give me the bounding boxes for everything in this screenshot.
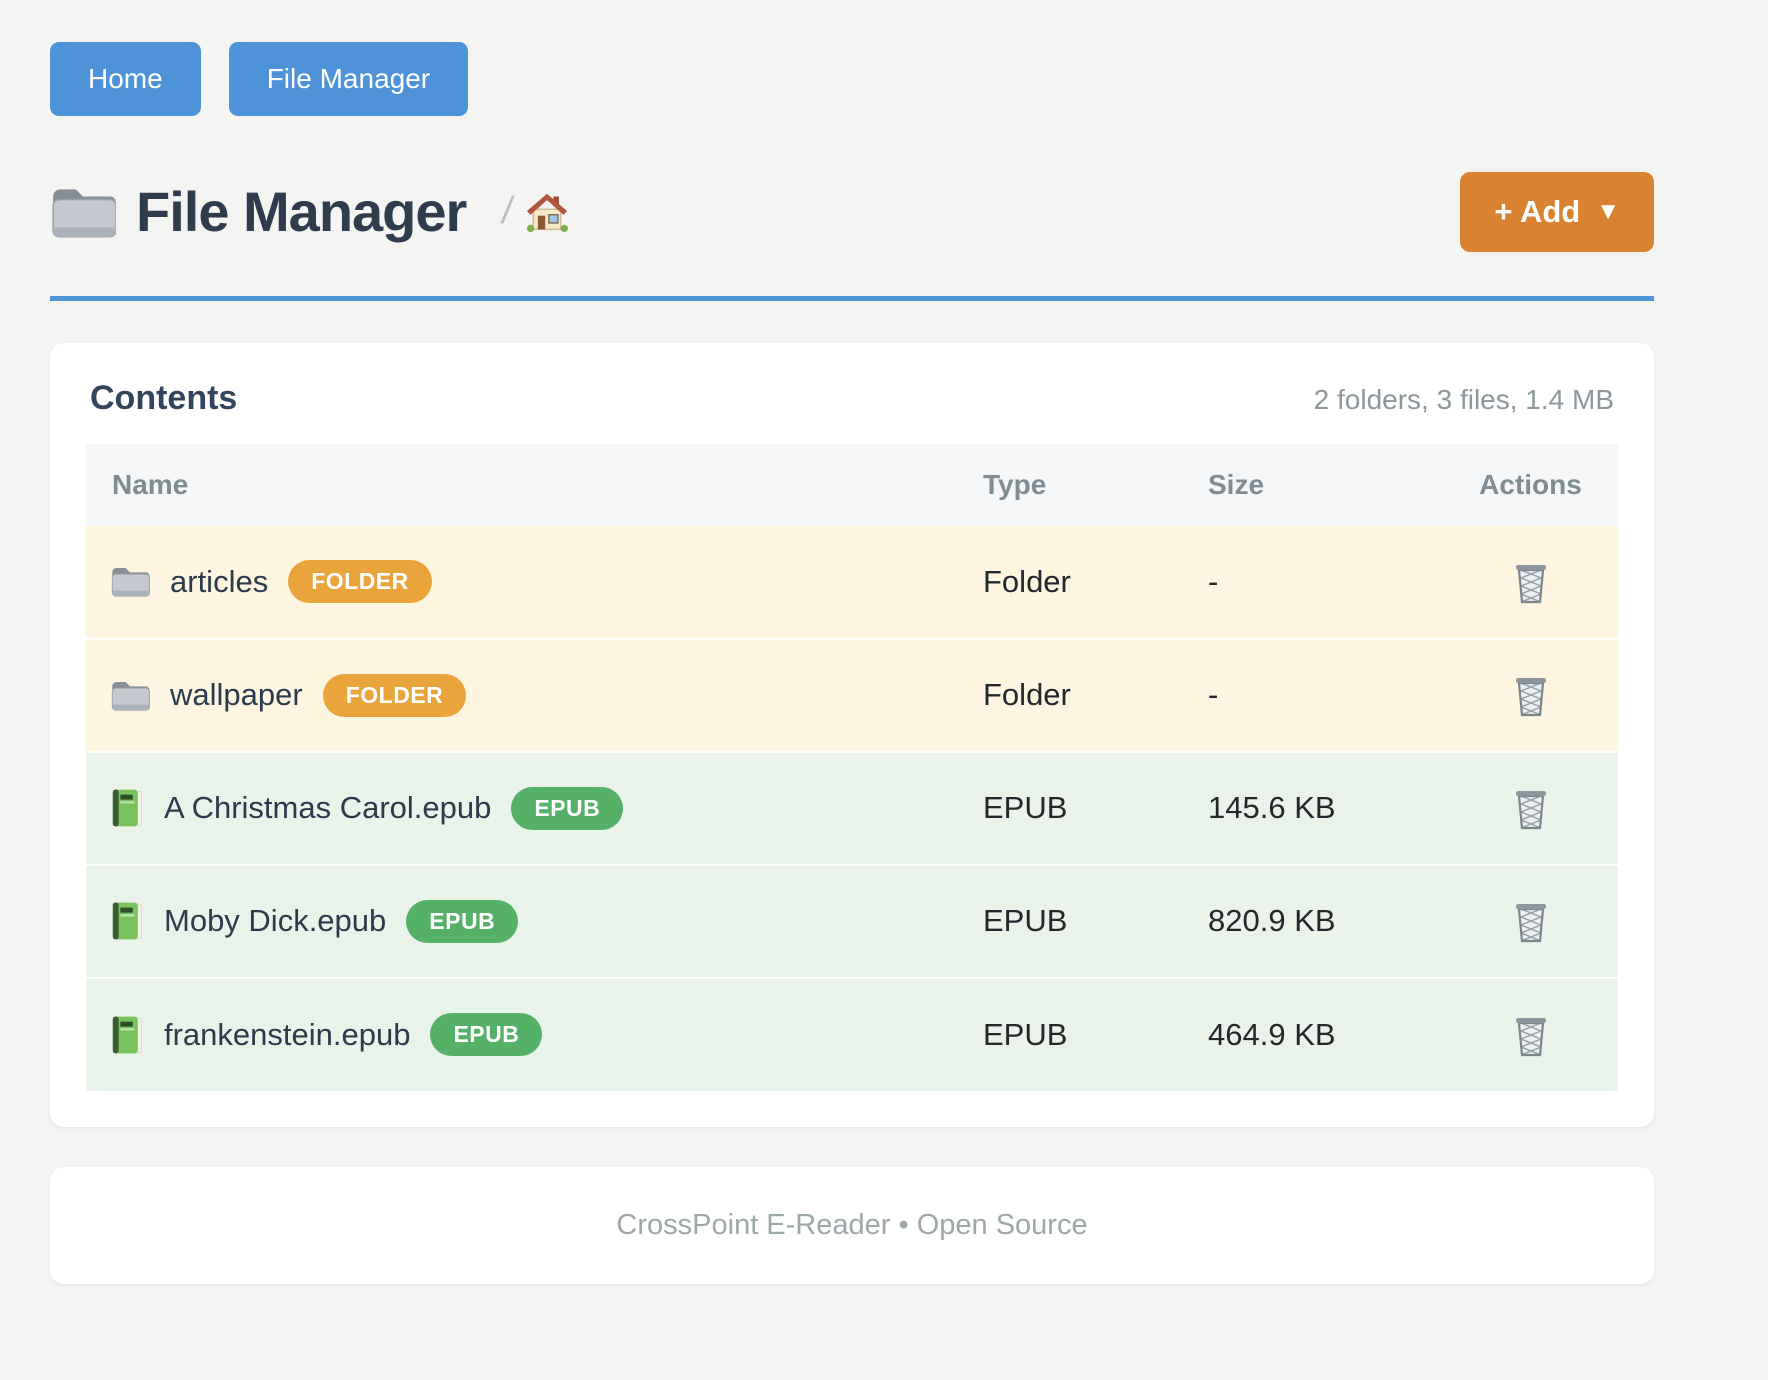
card-heading: Contents	[90, 378, 238, 417]
file-size: 820.9 KB	[1208, 863, 1443, 978]
nav-home-button[interactable]: Home	[50, 42, 201, 116]
type-badge: EPUB	[511, 786, 624, 830]
file-type: Folder	[983, 525, 1208, 639]
title-divider	[50, 295, 1654, 301]
file-name[interactable]: Moby Dick.epub	[164, 903, 387, 939]
delete-button[interactable]	[1511, 673, 1551, 717]
page-title: File Manager	[136, 180, 467, 244]
trash-icon	[1511, 1013, 1551, 1057]
breadcrumb-separator: /	[499, 190, 516, 233]
type-badge: FOLDER	[288, 560, 432, 604]
delete-button[interactable]	[1511, 899, 1551, 943]
table-header-row: Name Type Size Actions	[86, 443, 1618, 526]
table-row[interactable]: wallpaper FOLDER Folder -	[86, 637, 1618, 752]
file-name[interactable]: A Christmas Carol.epub	[164, 790, 492, 826]
add-button-label: + Add	[1494, 193, 1581, 229]
folder-icon	[50, 184, 116, 240]
book-icon	[110, 901, 144, 941]
card-header: Contents 2 folders, 3 files, 1.4 MB	[86, 379, 1618, 444]
breadcrumb-nav: Home File Manager	[50, 42, 1654, 116]
file-type: EPUB	[983, 863, 1208, 978]
file-type: EPUB	[983, 976, 1208, 1091]
column-header-size: Size	[1208, 443, 1443, 526]
home-icon[interactable]	[525, 191, 569, 233]
file-name[interactable]: articles	[170, 563, 269, 599]
book-icon	[110, 788, 144, 828]
contents-card: Contents 2 folders, 3 files, 1.4 MB Name…	[50, 342, 1654, 1127]
delete-button[interactable]	[1511, 1013, 1551, 1057]
file-size: -	[1208, 525, 1443, 639]
column-header-actions: Actions	[1443, 443, 1618, 526]
file-table: Name Type Size Actions articles FOLDER F…	[86, 443, 1618, 1091]
file-name[interactable]: wallpaper	[170, 677, 303, 713]
table-row[interactable]: articles FOLDER Folder -	[86, 525, 1618, 639]
add-button[interactable]: + Add ▼	[1460, 171, 1654, 252]
trash-icon	[1511, 786, 1551, 830]
trash-icon	[1511, 673, 1551, 717]
trash-icon	[1511, 560, 1551, 604]
delete-button[interactable]	[1511, 786, 1551, 830]
table-row[interactable]: Moby Dick.epub EPUB EPUB 820.9 KB	[86, 863, 1618, 978]
book-icon	[110, 1015, 144, 1055]
file-size: 145.6 KB	[1208, 750, 1443, 865]
trash-icon	[1511, 899, 1551, 943]
column-header-type: Type	[983, 443, 1208, 526]
type-badge: FOLDER	[322, 673, 467, 717]
type-badge: EPUB	[430, 1013, 543, 1057]
file-size: -	[1208, 637, 1443, 752]
table-row[interactable]: A Christmas Carol.epub EPUB EPUB 145.6 K…	[86, 750, 1618, 865]
page-header: File Manager / + Add ▼	[50, 171, 1654, 252]
footer-text: CrossPoint E-Reader • Open Source	[616, 1208, 1088, 1241]
title-wrap: File Manager /	[50, 179, 569, 244]
footer: CrossPoint E-Reader • Open Source	[50, 1166, 1654, 1284]
nav-file-manager-button[interactable]: File Manager	[228, 42, 469, 116]
table-row[interactable]: frankenstein.epub EPUB EPUB 464.9 KB	[86, 976, 1618, 1091]
folder-icon	[110, 565, 150, 598]
column-header-name: Name	[86, 443, 983, 526]
page: Home File Manager File Manager / + Add ▼…	[50, 0, 1654, 1284]
file-size: 464.9 KB	[1208, 976, 1443, 1091]
delete-button[interactable]	[1511, 560, 1551, 604]
folder-icon	[110, 679, 150, 712]
file-type: EPUB	[983, 750, 1208, 865]
caret-down-icon: ▼	[1596, 197, 1620, 225]
file-name[interactable]: frankenstein.epub	[164, 1016, 411, 1052]
type-badge: EPUB	[406, 899, 519, 943]
contents-summary: 2 folders, 3 files, 1.4 MB	[1313, 383, 1614, 415]
file-type: Folder	[983, 637, 1208, 752]
